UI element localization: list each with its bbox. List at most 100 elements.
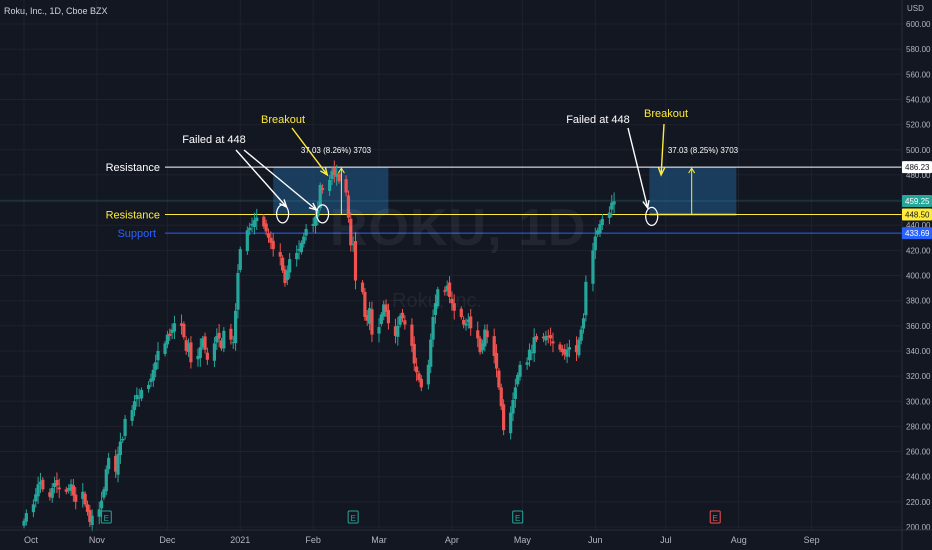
y-tick-400: 400.00 — [906, 272, 931, 281]
candle — [367, 301, 372, 331]
candle — [250, 217, 254, 232]
candle — [396, 316, 400, 346]
candle — [483, 324, 487, 352]
y-tick-360: 360.00 — [906, 322, 931, 331]
resistance-line-upper-label: Resistance — [106, 162, 160, 174]
earnings-marker-label-4: E — [713, 514, 718, 523]
y-tick-440: 440.00 — [906, 221, 931, 230]
earnings-marker-1: E — [100, 510, 112, 524]
candle — [121, 436, 125, 443]
candle — [271, 233, 275, 257]
candle — [245, 226, 249, 255]
symbol-watermark: ROKU, 1D — [330, 199, 587, 257]
y-tick-320: 320.00 — [906, 372, 931, 381]
candle — [544, 330, 548, 346]
candle — [81, 482, 85, 508]
test-circles — [276, 204, 659, 226]
candle — [344, 175, 348, 197]
arrow-failed-2-head — [642, 199, 650, 210]
candle — [278, 243, 282, 266]
candles — [22, 160, 616, 532]
candle — [196, 348, 200, 367]
candle — [337, 171, 341, 184]
candle — [22, 518, 26, 529]
candle — [433, 294, 438, 324]
candle — [104, 465, 108, 496]
candle — [130, 405, 134, 426]
candle — [516, 372, 520, 387]
measure-arrow-2-head — [688, 167, 696, 174]
candle — [156, 342, 160, 370]
earnings-marker-3: E — [512, 510, 524, 524]
arrow-breakout-2 — [660, 123, 665, 175]
candle — [50, 482, 54, 503]
candle — [497, 368, 501, 390]
candle — [85, 500, 90, 516]
candle — [255, 208, 259, 230]
candle — [212, 337, 217, 368]
candle — [170, 323, 174, 340]
candle — [184, 336, 188, 355]
name-watermark: Roku, Inc. — [392, 290, 483, 312]
price-tag-1 — [902, 194, 932, 207]
x-tick-sep: Sep — [804, 535, 820, 545]
candle — [163, 340, 167, 357]
candle — [41, 477, 45, 492]
candle — [384, 299, 388, 317]
candle — [513, 378, 517, 408]
candle — [558, 341, 562, 353]
measure-box-2 — [649, 167, 737, 215]
candle — [351, 236, 355, 252]
candle — [429, 333, 433, 374]
candle — [532, 328, 536, 363]
y-tick-600: 600.00 — [906, 20, 931, 29]
candle — [281, 255, 285, 273]
candle — [219, 337, 224, 351]
candle — [600, 213, 604, 230]
time-axis: Oct Nov Dec 2021 Feb Mar Apr May Jun Jul Aug Sep — [0, 529, 932, 545]
candle — [215, 328, 219, 350]
candle — [415, 357, 419, 382]
arrow-failed-1b-head — [308, 202, 318, 212]
candle — [612, 192, 616, 214]
candle — [147, 381, 151, 393]
candle — [549, 327, 553, 346]
candle — [452, 294, 456, 320]
support-line-label: Support — [117, 228, 156, 240]
candle — [262, 214, 266, 229]
candle — [370, 301, 374, 343]
earnings-marker-label-3: E — [515, 514, 520, 523]
candle — [64, 486, 68, 495]
candle — [447, 276, 452, 304]
candle — [518, 361, 522, 381]
candle — [266, 228, 271, 243]
candle — [346, 190, 351, 223]
candle — [238, 246, 242, 273]
arrow-breakout-1-head — [320, 166, 329, 177]
y-tick-240: 240.00 — [906, 473, 931, 482]
arrow-failed-1a — [235, 149, 288, 208]
candle — [393, 318, 398, 344]
measure-arrow-1-head — [337, 167, 345, 174]
y-tick-220: 220.00 — [906, 498, 931, 507]
candle — [579, 325, 583, 345]
candle — [382, 300, 386, 321]
price-tag-2 — [902, 208, 932, 221]
candle — [450, 291, 454, 311]
candle — [462, 316, 466, 329]
candle — [534, 333, 539, 343]
candle — [36, 476, 40, 504]
candle — [52, 476, 57, 494]
annotation-labels: Resistance Resistance Support Failed at 448… — [106, 108, 739, 240]
price-tag-3 — [902, 227, 932, 240]
y-tick-200: 200.00 — [906, 523, 931, 532]
candle — [398, 313, 402, 328]
candle — [299, 240, 304, 255]
candle — [283, 265, 287, 287]
candle — [598, 220, 602, 238]
candle — [494, 344, 499, 378]
candle — [546, 329, 550, 344]
y-tick-340: 340.00 — [906, 347, 931, 356]
